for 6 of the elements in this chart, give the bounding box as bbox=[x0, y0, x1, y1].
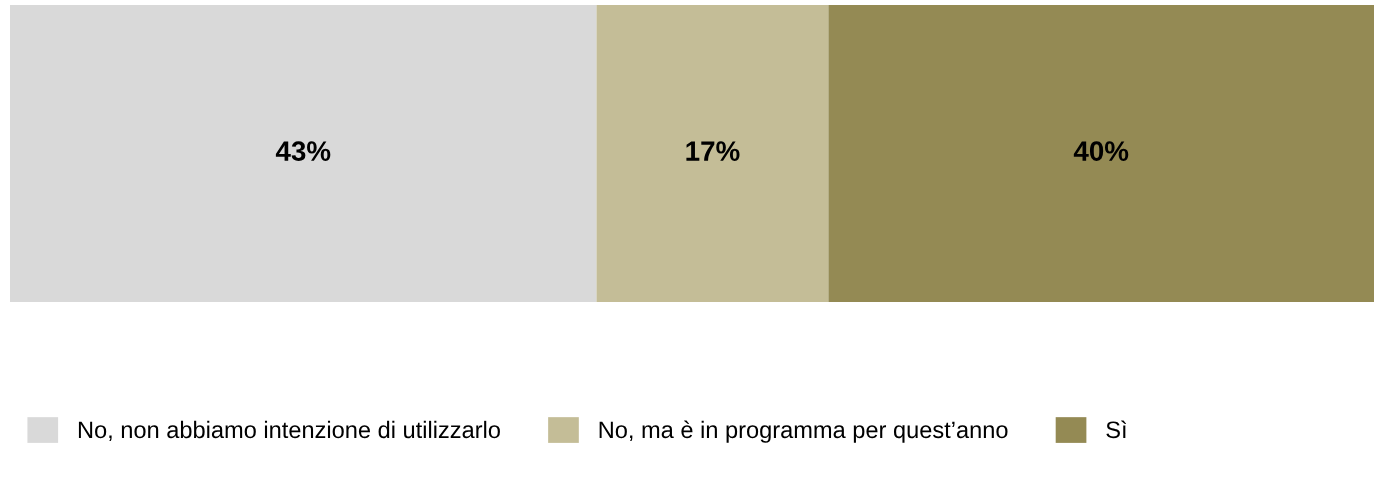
data-label: 43% bbox=[275, 141, 331, 161]
data-label: 40% bbox=[1073, 141, 1129, 161]
legend-label: Sì bbox=[1106, 420, 1127, 439]
data-label: 17% bbox=[686, 141, 740, 161]
legend-label: No, ma è in programma per quest’anno bbox=[599, 420, 1008, 443]
legend-label: No, non abbiamo intenzione di utilizzarlo bbox=[78, 420, 500, 441]
